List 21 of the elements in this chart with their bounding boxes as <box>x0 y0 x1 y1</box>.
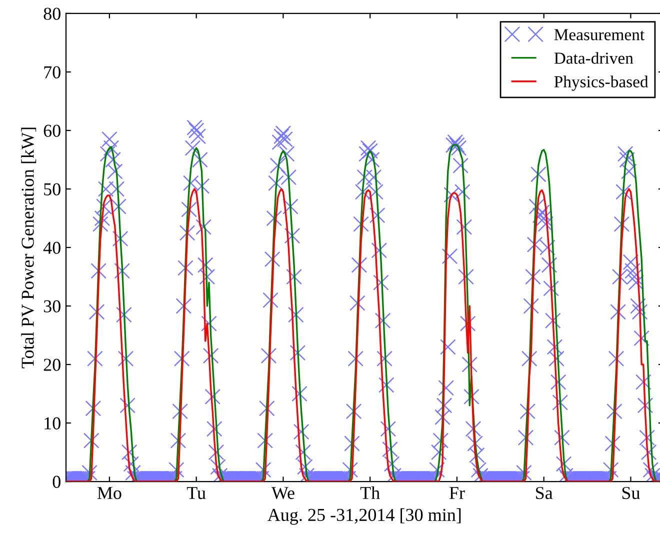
legend-label: Measurement <box>554 29 644 40</box>
x-tick-label: Sa <box>536 486 553 500</box>
y-tick-label: 50 <box>44 183 60 196</box>
x-tick-label: Mo <box>97 487 122 500</box>
x-tick-label: Tu <box>186 487 206 500</box>
y-tick-label: 30 <box>44 300 60 312</box>
x-axis-title: Aug. 25 -31,2014 [30 min] <box>268 508 461 525</box>
y-tick-label: 0 <box>52 476 60 488</box>
legend-label: Physics-based <box>554 76 648 91</box>
legend-label: Data-driven <box>554 52 634 64</box>
y-tick-label: 40 <box>43 242 60 254</box>
y-tick-label: 10 <box>44 417 60 430</box>
x-tick-label: Fr <box>449 487 465 499</box>
x-tick-label: We <box>271 487 294 500</box>
y-tick-label: 60 <box>44 124 60 137</box>
y-tick-label: 70 <box>44 66 60 78</box>
y-tick-label: 80 <box>44 8 60 20</box>
y-tick-label: 20 <box>44 358 60 371</box>
x-tick-label: Su <box>622 486 640 500</box>
x-tick-label: Th <box>360 486 380 499</box>
y-axis-title: Total PV Power Generation [kW] <box>21 128 36 368</box>
